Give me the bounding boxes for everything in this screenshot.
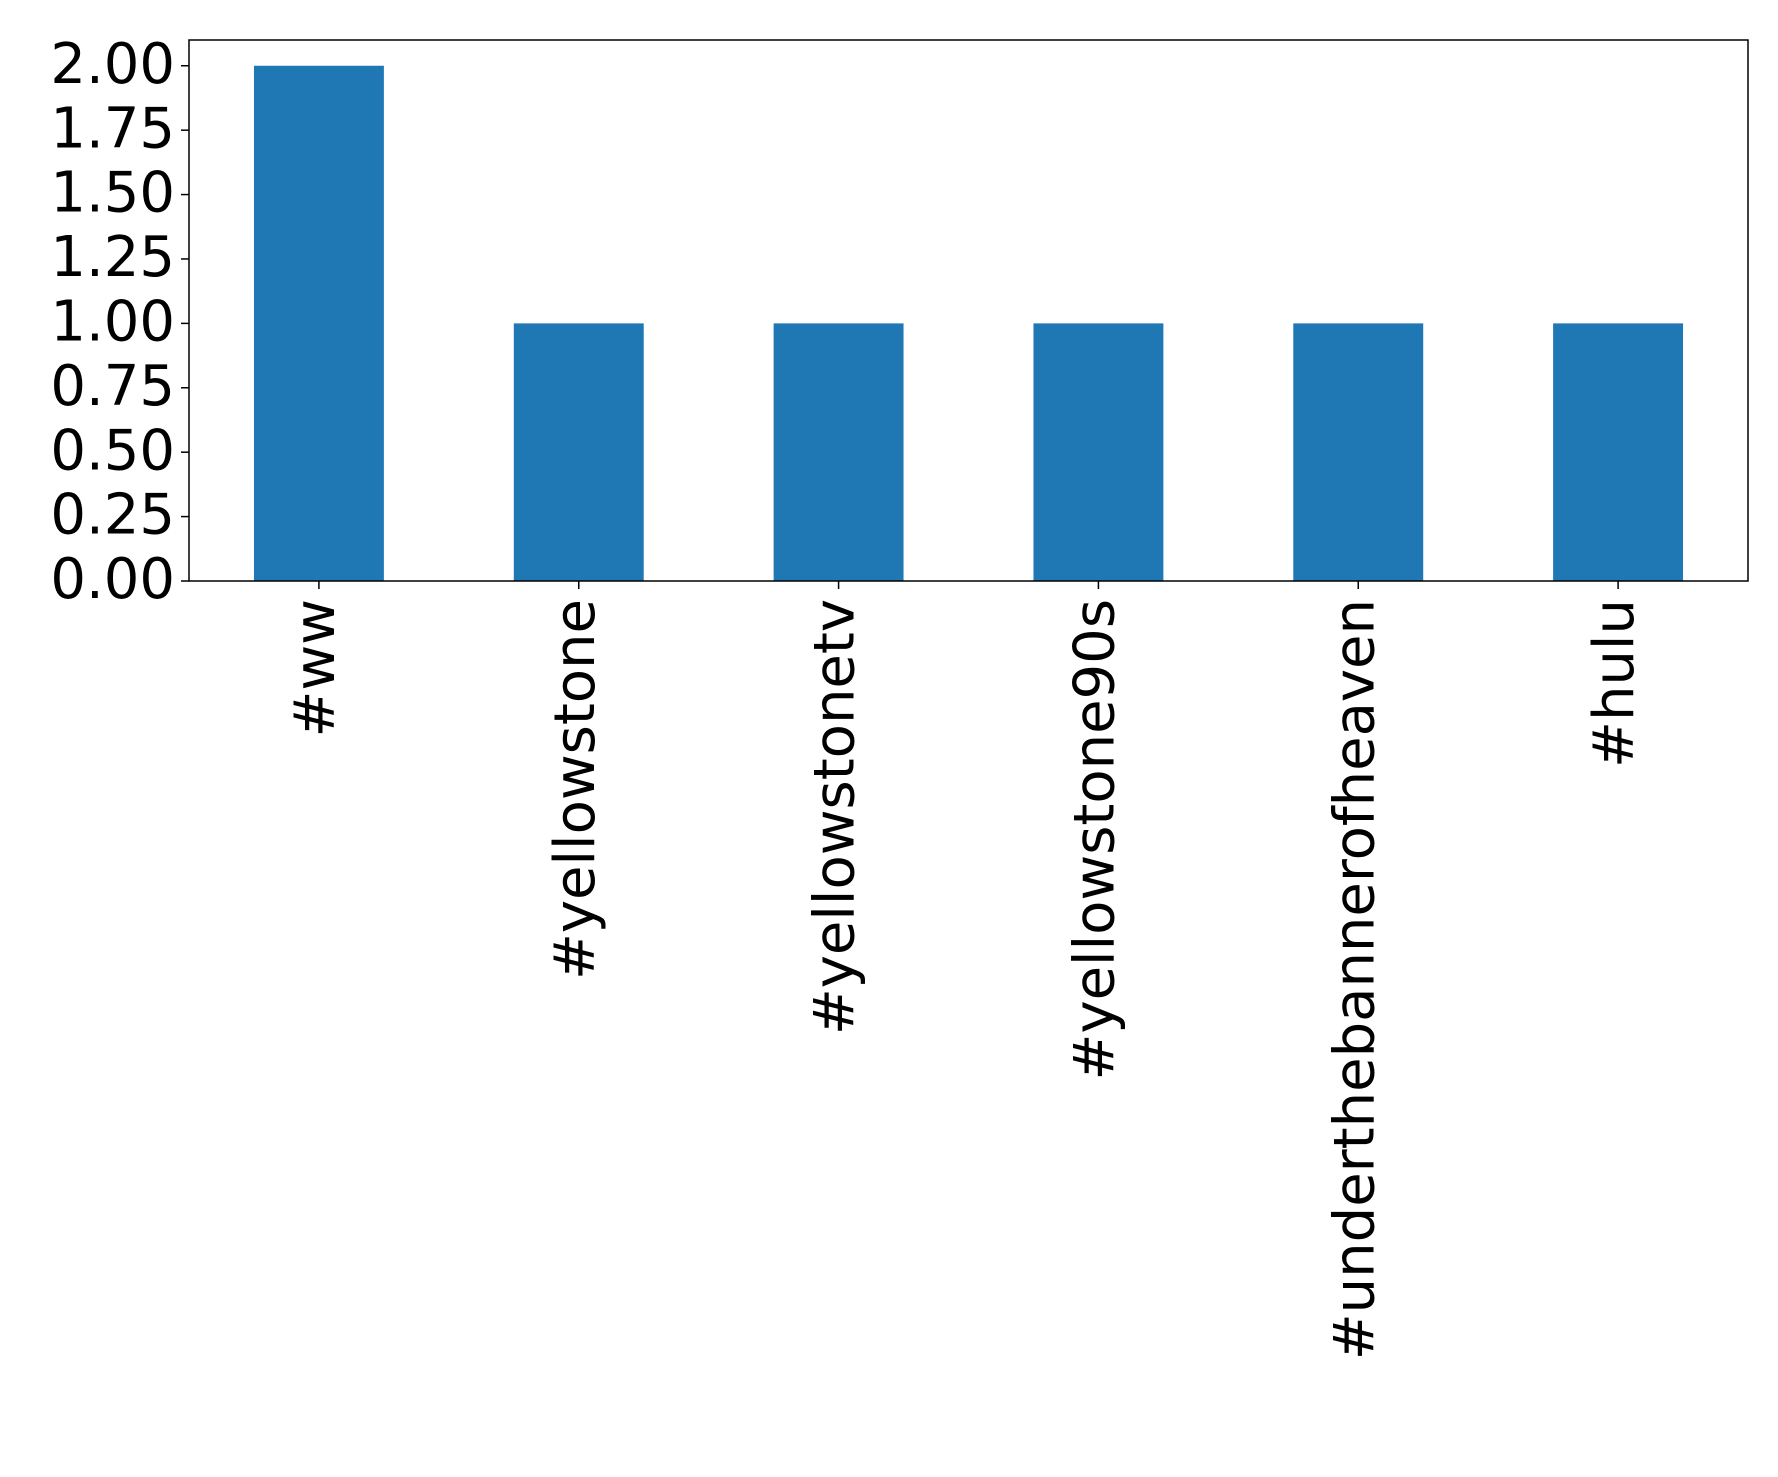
y-tick-label: 0.75	[50, 354, 175, 419]
y-tick-label: 1.75	[50, 96, 175, 161]
x-tick-label: #yellowstone	[543, 599, 608, 980]
bar	[513, 323, 644, 581]
bar	[773, 323, 904, 581]
x-tick-label: #yellowstone90s	[1063, 599, 1128, 1080]
x-tick-label: #hulu	[1582, 599, 1647, 768]
plot-frame	[188, 39, 1749, 582]
y-tick-label: 1.00	[50, 290, 175, 355]
bar	[1553, 323, 1684, 581]
y-tick-label: 2.00	[50, 32, 175, 97]
y-tick-label: 0.00	[50, 547, 175, 612]
y-tick-label: 1.50	[50, 161, 175, 226]
bar	[1293, 323, 1424, 581]
x-tick-label: #yellowstonetv	[803, 599, 868, 1035]
x-tick-label: #ww	[283, 599, 348, 738]
x-tick-label: #underthebannerofheaven	[1322, 599, 1387, 1360]
y-tick-label: 1.25	[50, 225, 175, 290]
y-tick-label: 0.50	[50, 418, 175, 483]
bar	[1033, 323, 1164, 581]
y-tick-label: 0.25	[50, 483, 175, 548]
bar	[253, 65, 384, 581]
